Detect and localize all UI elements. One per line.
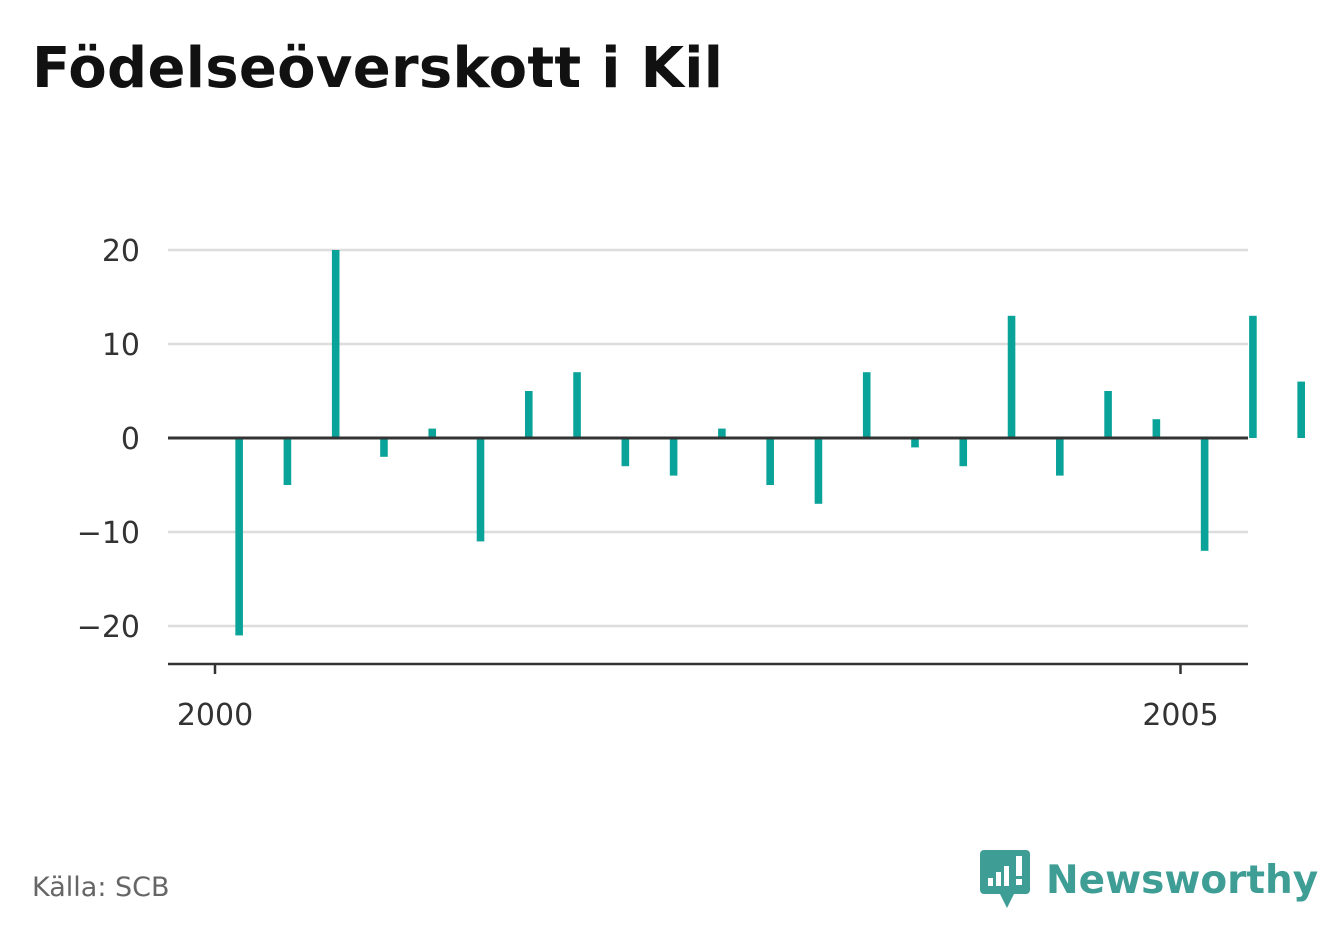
y-tick-label: 10 — [102, 328, 140, 363]
bar — [524, 391, 533, 438]
y-tick-label: 0 — [121, 422, 140, 457]
bar — [1152, 419, 1161, 438]
bar — [1200, 438, 1209, 551]
bar — [428, 428, 437, 438]
chart-title: Födelseöverskott i Kil — [32, 36, 724, 101]
bar — [669, 438, 678, 476]
bar — [621, 438, 630, 467]
grid-lines — [168, 248, 1248, 628]
bar — [380, 438, 388, 457]
bar — [911, 438, 919, 448]
y-tick-label: −10 — [77, 516, 140, 551]
y-tick-labels: 20 10 0 −10 −20 — [77, 234, 140, 645]
newsworthy-logo: Newsworthy — [980, 850, 1318, 910]
brand-name: Newsworthy — [1046, 857, 1319, 903]
bars — [235, 250, 1305, 636]
bar — [476, 438, 485, 542]
bar — [814, 438, 823, 504]
x-tick-label: 2000 — [177, 698, 253, 733]
bar — [1056, 438, 1064, 476]
bar — [573, 372, 581, 438]
bar — [235, 438, 243, 636]
bar — [331, 250, 340, 438]
y-tick-label: 20 — [102, 234, 140, 269]
bar — [1007, 315, 1016, 438]
bar — [959, 438, 968, 467]
x-tick-labels: 200020052010201520202025 — [177, 698, 1219, 733]
newsworthy-logo-icon — [980, 850, 1030, 908]
axes — [168, 436, 1248, 674]
x-tick-label: 2005 — [1142, 698, 1218, 733]
bar — [1249, 315, 1257, 438]
y-tick-label: −20 — [77, 610, 140, 645]
bar — [1104, 391, 1112, 438]
source-label: Källa: SCB — [32, 872, 170, 903]
bar — [718, 428, 726, 438]
bar — [1297, 381, 1305, 438]
bar — [283, 438, 292, 485]
bar — [862, 372, 871, 438]
bar — [766, 438, 774, 485]
